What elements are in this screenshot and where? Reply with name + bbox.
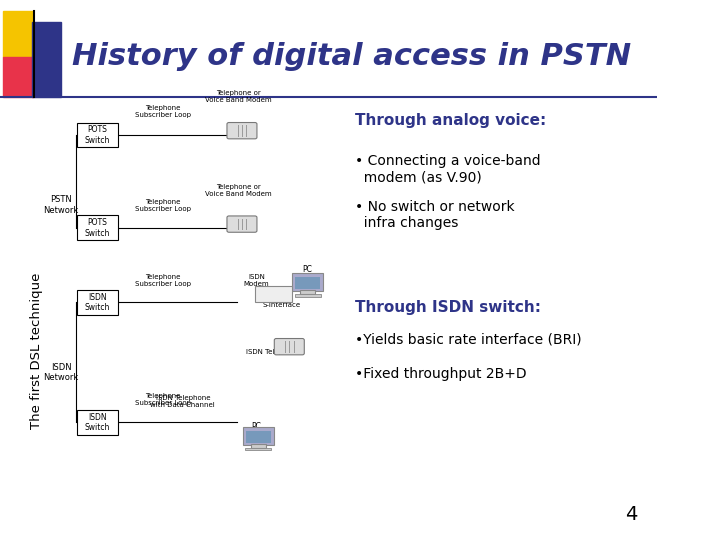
Text: Through analog voice:: Through analog voice: — [355, 113, 546, 129]
Text: ISDN Telephone
with Data Channel: ISDN Telephone with Data Channel — [150, 395, 215, 408]
FancyBboxPatch shape — [77, 215, 117, 240]
Text: •Fixed throughput 2B+D: •Fixed throughput 2B+D — [355, 367, 526, 381]
Bar — [32, 22, 61, 97]
FancyBboxPatch shape — [274, 339, 305, 355]
Text: 4: 4 — [626, 505, 638, 524]
Text: ISDN
Switch: ISDN Switch — [85, 413, 110, 432]
Text: POTS
Switch: POTS Switch — [85, 125, 110, 145]
Text: Telephone
Subscriber Loop: Telephone Subscriber Loop — [135, 105, 191, 118]
Bar — [300, 290, 315, 294]
FancyBboxPatch shape — [243, 427, 274, 445]
Bar — [295, 277, 320, 289]
Text: Telephone or
Voice Band Modem: Telephone or Voice Band Modem — [205, 184, 272, 197]
Text: PSTN
Network: PSTN Network — [43, 195, 78, 215]
Text: PC: PC — [251, 422, 261, 431]
Text: POTS
Switch: POTS Switch — [85, 218, 110, 238]
Bar — [4, 11, 33, 57]
Text: • No switch or network
  infra changes: • No switch or network infra changes — [355, 200, 515, 230]
Bar — [246, 431, 271, 443]
Text: • Connecting a voice-band
  modem (as V.90): • Connecting a voice-band modem (as V.90… — [355, 154, 541, 184]
Text: Telephone or
Voice Band Modem: Telephone or Voice Band Modem — [205, 90, 272, 103]
Text: PC: PC — [302, 266, 312, 274]
Text: Telephone
Subscriber Loop: Telephone Subscriber Loop — [135, 199, 191, 212]
FancyBboxPatch shape — [77, 290, 117, 315]
Text: History of digital access in PSTN: History of digital access in PSTN — [72, 42, 631, 71]
Bar — [4, 57, 33, 97]
Text: The first DSL technique: The first DSL technique — [30, 273, 42, 429]
Bar — [246, 448, 271, 450]
FancyBboxPatch shape — [227, 123, 257, 139]
FancyBboxPatch shape — [255, 286, 292, 302]
Text: ISDN
Network: ISDN Network — [43, 363, 78, 382]
FancyBboxPatch shape — [77, 410, 117, 435]
Bar — [294, 294, 320, 296]
Text: •Yields basic rate interface (BRI): •Yields basic rate interface (BRI) — [355, 332, 582, 346]
Bar — [251, 444, 266, 448]
FancyBboxPatch shape — [227, 216, 257, 232]
Text: Telephone
Subscriber Loop: Telephone Subscriber Loop — [135, 393, 191, 406]
Text: ISDN
Modem: ISDN Modem — [243, 274, 269, 287]
Text: ISDN
Switch: ISDN Switch — [85, 293, 110, 312]
FancyBboxPatch shape — [292, 273, 323, 291]
Text: ISDN Telephone: ISDN Telephone — [246, 349, 300, 355]
Text: Through ISDN switch:: Through ISDN switch: — [355, 300, 541, 315]
FancyBboxPatch shape — [77, 123, 117, 147]
Text: S-interface: S-interface — [262, 301, 300, 308]
Text: Telephone
Subscriber Loop: Telephone Subscriber Loop — [135, 274, 191, 287]
